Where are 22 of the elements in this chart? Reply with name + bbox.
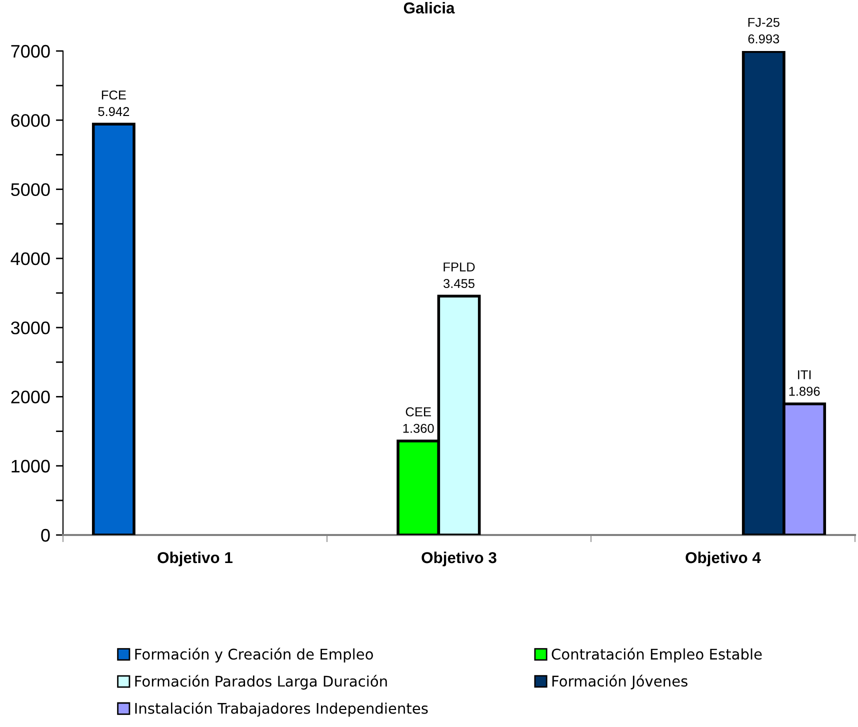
y-tick-label: 1000 <box>12 460 50 473</box>
data-label: FPLD 3.455 <box>444 262 475 288</box>
y-tick-label: 3000 <box>11 322 50 334</box>
legend-label: Contratación Empleo Estable <box>552 648 762 662</box>
legend-label: Formación y Creación de Empleo <box>135 648 373 662</box>
data-label: CEE 1.360 <box>403 407 434 433</box>
y-tick-label: 6000 <box>11 114 50 127</box>
y-tick-label: 7000 <box>11 44 50 58</box>
x-tick-label: Objetivo 3 <box>422 552 496 566</box>
x-tick-label: Objetivo 1 <box>158 552 233 566</box>
x-tick-label: Objetivo 4 <box>686 552 761 566</box>
y-tick-label: 2000 <box>11 390 50 404</box>
y-tick-label: 4000 <box>10 252 50 266</box>
legend-label: Instalación Trabajadores Independientes <box>135 702 428 717</box>
y-tick-label: 0 <box>41 528 50 542</box>
legend-label: Formación Jóvenes <box>552 674 688 690</box>
y-tick-label: 5000 <box>11 183 50 196</box>
data-label: FCE 5.942 <box>98 90 130 116</box>
legend-label: Formación Parados Larga Duración <box>135 674 387 690</box>
data-label: ITI 1.896 <box>789 370 820 396</box>
data-label: FJ-25 6.993 <box>748 18 780 44</box>
chart-title: Galicia <box>404 2 455 14</box>
